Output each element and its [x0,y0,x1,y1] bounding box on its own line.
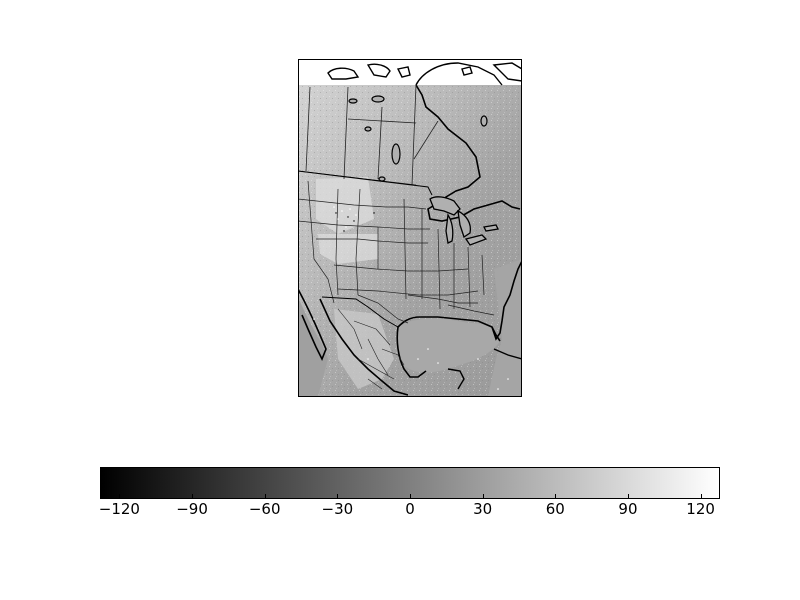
colorbar-tick-label: 120 [686,500,715,518]
colorbar-tick-mark [337,494,339,499]
arctic-coast [415,62,503,86]
lake-michigan [445,213,454,244]
yucatan-coast [447,368,465,390]
mexico-state-boundaries [337,308,405,390]
map-panel [298,59,522,397]
cuba-coast [493,348,522,360]
colorbar-tick-label: −120 [98,500,140,518]
colorbar-ticks: −120 −90 −60 −30 0 30 60 90 120 [98,494,720,529]
colorbar-tick-mark [627,494,629,499]
lake-north-2 [348,98,358,104]
colorbar-tick-label: 0 [405,500,415,518]
lake-north-3 [364,126,372,132]
colorbar-tick-mark [192,494,194,499]
map-frame [298,59,522,397]
atlantic-coast [491,260,522,341]
arctic-island-3 [396,66,411,78]
colorbar-tick-mark [555,494,557,499]
colorbar-tick-mark [482,494,484,499]
lake-ontario [483,224,499,232]
lake-erie [464,234,488,246]
mexico-pacific-coast [319,298,409,396]
baja-coast [298,288,327,361]
atlantic-ocean [488,259,522,396]
colorbar-tick-mark [700,494,702,499]
colorbar-tick-label: −60 [248,500,281,518]
us-mexico-border [321,296,399,328]
gulf-coast [397,316,501,342]
hudson-bay-coast [415,84,521,222]
lake-winnipeg [391,143,401,165]
speckle-dark-dots [335,212,375,232]
bright-region-plains [318,234,378,264]
colorbar-tick-label: −90 [176,500,208,518]
colorbar-tick-label: 60 [545,500,565,518]
colorbar-tick-label: −30 [321,500,354,518]
lake-north-5 [480,115,488,127]
lake-superior [429,196,461,216]
lake-huron [457,209,472,239]
colorbar [100,467,720,499]
arctic-island-5 [492,62,522,82]
colorbar-tick-label: 90 [618,500,638,518]
colorbar-tick-mark [410,494,411,499]
gulf-of-mexico [396,318,500,373]
lake-north-1 [371,95,385,103]
mexico-gulf-coast [396,326,427,378]
arctic-island-1 [327,67,360,80]
arctic-island-4 [461,66,473,76]
colorbar-tick-mark [119,494,121,499]
colorbar-tick-mark [264,494,266,499]
us-canada-border [298,170,433,196]
bright-region-north [316,177,374,234]
state-boundaries [298,180,495,324]
bright-region-mexico [334,309,394,389]
speckle-dots [313,206,509,390]
arctic-island-2 [366,63,391,78]
colorbar-tick-label: 30 [473,500,493,518]
